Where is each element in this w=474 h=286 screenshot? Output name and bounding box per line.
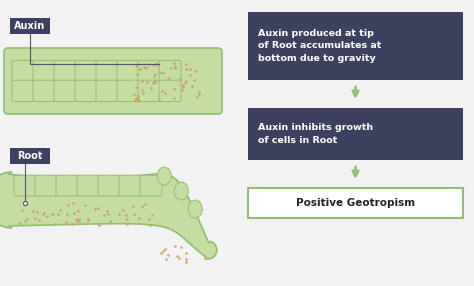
Text: Root: Root — [18, 151, 43, 161]
FancyBboxPatch shape — [77, 175, 99, 196]
FancyBboxPatch shape — [159, 80, 181, 102]
FancyBboxPatch shape — [33, 80, 55, 102]
FancyBboxPatch shape — [75, 60, 97, 82]
FancyBboxPatch shape — [35, 175, 57, 196]
FancyBboxPatch shape — [56, 175, 78, 196]
Text: Positive Geotropism: Positive Geotropism — [296, 198, 415, 208]
FancyBboxPatch shape — [54, 80, 76, 102]
Text: Auxin inhibits growth
of cells in Root: Auxin inhibits growth of cells in Root — [258, 124, 373, 145]
Ellipse shape — [174, 182, 188, 200]
FancyBboxPatch shape — [119, 175, 141, 196]
FancyBboxPatch shape — [10, 148, 50, 164]
FancyBboxPatch shape — [96, 60, 118, 82]
Text: Auxin produced at tip
of Root accumulates at
bottom due to gravity: Auxin produced at tip of Root accumulate… — [258, 29, 382, 63]
FancyBboxPatch shape — [248, 12, 463, 80]
FancyBboxPatch shape — [10, 18, 50, 34]
FancyBboxPatch shape — [98, 175, 120, 196]
FancyBboxPatch shape — [12, 60, 34, 82]
FancyBboxPatch shape — [4, 48, 222, 114]
FancyBboxPatch shape — [75, 80, 97, 102]
FancyBboxPatch shape — [117, 60, 139, 82]
FancyBboxPatch shape — [33, 60, 55, 82]
Ellipse shape — [188, 200, 202, 218]
FancyBboxPatch shape — [159, 60, 181, 82]
FancyBboxPatch shape — [14, 175, 36, 196]
FancyBboxPatch shape — [138, 80, 160, 102]
FancyBboxPatch shape — [12, 80, 34, 102]
FancyBboxPatch shape — [54, 60, 76, 82]
FancyBboxPatch shape — [248, 188, 463, 218]
FancyBboxPatch shape — [248, 108, 463, 160]
FancyBboxPatch shape — [140, 175, 162, 196]
FancyBboxPatch shape — [96, 80, 118, 102]
Polygon shape — [0, 172, 217, 259]
Text: Auxin: Auxin — [14, 21, 46, 31]
FancyBboxPatch shape — [117, 80, 139, 102]
Ellipse shape — [157, 167, 171, 185]
FancyBboxPatch shape — [138, 60, 160, 82]
